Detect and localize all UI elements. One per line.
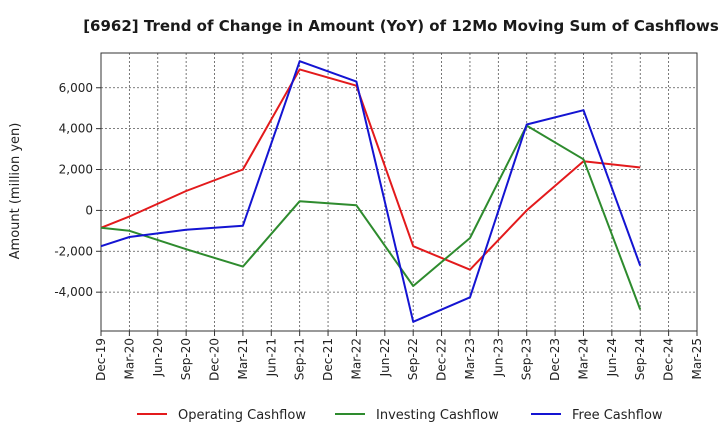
x-tick-label: Sep-24	[633, 338, 647, 380]
legend-label: Investing Cashflow	[376, 408, 499, 423]
series-lines	[100, 60, 642, 323]
legend-item-free-cashflow[interactable]: Free Cashflow	[531, 408, 663, 423]
x-tick-label: Jun-22	[378, 338, 392, 377]
legend[interactable]: Operating Cashflow Investing Cashflow Free…	[137, 408, 663, 423]
free-cashflow-line	[100, 60, 642, 323]
x-tick-label: Dec-20	[208, 338, 222, 381]
x-tick-label: Dec-19	[94, 338, 108, 381]
legend-item-investing-cashflow[interactable]: Investing Cashflow	[335, 408, 499, 423]
y-axis-title: Amount (million yen)	[8, 123, 23, 260]
y-tick-label: 6,000	[59, 81, 93, 95]
x-tick-label: Mar-24	[576, 338, 590, 379]
grid	[100, 53, 698, 331]
x-tick-label: Mar-22	[349, 338, 363, 379]
x-tick-label: Mar-21	[236, 338, 250, 379]
y-tick-label: 4,000	[59, 122, 93, 136]
x-tick-label: Dec-23	[548, 338, 562, 381]
y-tick-label: -2,000	[54, 244, 93, 258]
x-tick-label: Mar-23	[463, 338, 477, 379]
y-tick-label: -4,000	[54, 285, 93, 299]
y-tick-label: 2,000	[59, 163, 93, 177]
investing-cashflow-line	[100, 124, 642, 310]
x-tick-label: Mar-20	[122, 338, 136, 379]
x-tick-label: Sep-20	[179, 338, 193, 380]
x-tick-label: Dec-24	[662, 338, 676, 381]
y-axis-ticks: -4,000 -2,000 0 2,000 4,000 6,000	[54, 81, 101, 299]
x-tick-label: Dec-21	[321, 338, 335, 381]
legend-label: Free Cashflow	[572, 408, 663, 423]
x-tick-label: Sep-21	[293, 338, 307, 380]
chart-title: [6962] Trend of Change in Amount (YoY) o…	[83, 17, 719, 35]
x-tick-label: Sep-23	[520, 338, 534, 380]
x-tick-label: Jun-24	[605, 338, 619, 377]
x-axis-ticks: Dec-19 Mar-20 Jun-20 Sep-20 Dec-20 Mar-21 Jun-…	[94, 331, 704, 381]
x-tick-label: Jun-21	[264, 338, 278, 377]
x-tick-label: Sep-22	[406, 338, 420, 380]
legend-label: Operating Cashflow	[178, 408, 306, 423]
x-tick-label: Dec-22	[435, 338, 449, 381]
y-tick-label: 0	[85, 203, 93, 217]
plot-area-frame	[100, 52, 698, 332]
legend-item-operating-cashflow[interactable]: Operating Cashflow	[137, 408, 306, 423]
x-tick-label: Jun-23	[491, 338, 505, 377]
x-tick-label: Jun-20	[151, 338, 165, 377]
x-tick-label: Mar-25	[690, 338, 704, 379]
